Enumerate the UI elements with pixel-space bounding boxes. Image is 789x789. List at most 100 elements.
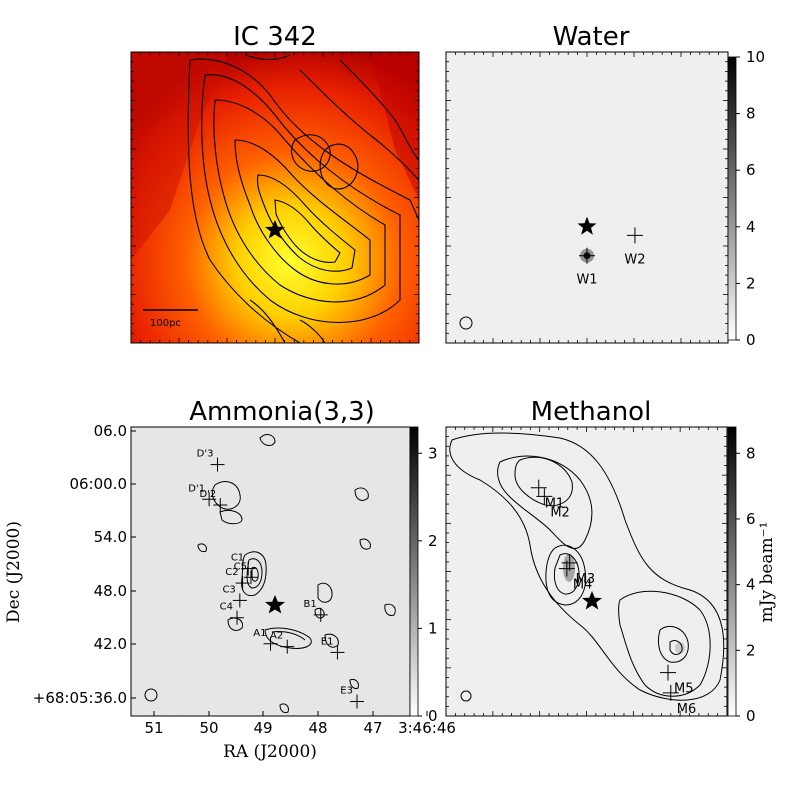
frame-ticks	[446, 427, 727, 716]
source-label: C3	[222, 584, 235, 595]
panel-title: Water	[553, 22, 630, 52]
x-ticks: 51 50 49 48 47 3:46:46	[144, 711, 456, 737]
ammonia-source-c4: C4	[220, 602, 245, 625]
source-label: C5	[234, 561, 247, 572]
scalebar-label: 100pc	[150, 318, 181, 329]
colorbar-tick-label: 4	[746, 576, 756, 594]
ammonia-source-a1: A1	[253, 628, 278, 651]
panel-title: Methanol	[531, 397, 652, 427]
water-source-w1: W1	[576, 247, 598, 288]
ammonia-source-c1: C1	[231, 553, 256, 576]
source-label: M1	[545, 497, 565, 512]
methanol-source-m4: M4	[558, 560, 593, 593]
x-tick-label: 49	[253, 719, 272, 737]
colorbar-label: mJy beam⁻¹	[757, 522, 777, 623]
star-marker	[582, 591, 602, 610]
y-tick-label: 06:00.0	[69, 475, 127, 493]
y-tick-label: +68:05:36.0	[33, 689, 127, 707]
source-label: W1	[576, 273, 597, 288]
source-label: C2	[225, 567, 238, 578]
ammonia-source-dp3: D'3	[197, 449, 225, 472]
water-sources: W1 W2	[576, 216, 646, 288]
ammonia-source-b1: B1	[303, 599, 328, 622]
ammonia-contours	[197, 434, 396, 714]
star-marker	[265, 220, 285, 239]
ammonia-source-c2: C2	[225, 567, 250, 591]
methanol-source-m6: M6	[662, 684, 697, 717]
x-tick-label: 48	[308, 719, 327, 737]
source-label: M4	[573, 578, 593, 593]
methanol-source-m5: M5	[659, 664, 694, 697]
y-tick-label: 42.0	[94, 635, 127, 653]
ammonia-source-dp2: D'2	[199, 489, 228, 513]
y-ticks: +68:05:36.0 42.0 48.0 54.0 06:00.0 06.0	[33, 422, 136, 707]
x-tick-label: 47	[363, 719, 382, 737]
source-label: D'2	[199, 489, 216, 500]
source-label: M2	[550, 505, 570, 520]
panel-ammonia: Ammonia(3,3)	[4, 397, 456, 762]
ic342-contours	[187, 54, 419, 343]
x-axis-label: RA (J2000)	[223, 742, 317, 762]
beam-ellipse	[144, 688, 158, 702]
x-tick-label: 51	[144, 719, 163, 737]
ammonia-source-e3: E3	[340, 686, 364, 709]
source-label: A1	[253, 628, 266, 639]
colorbar-tick-label: 6	[746, 161, 756, 179]
source-label: A2	[270, 631, 283, 642]
source-label: E3	[340, 686, 353, 697]
frame-ticks	[446, 52, 728, 343]
colorbar	[727, 56, 737, 341]
water-source-w2: W2	[624, 227, 646, 267]
ammonia-source-c5: C5	[234, 561, 258, 585]
frame-ticks	[131, 52, 419, 343]
colorbar	[727, 426, 737, 717]
colorbar-tick-label: 2	[746, 641, 756, 659]
colorbar-ticks: 0 2 4 6 8 10	[736, 48, 765, 349]
methanol-source-m2: M2	[536, 488, 570, 520]
source-label: W2	[624, 252, 645, 267]
panel-title: Ammonia(3,3)	[189, 397, 375, 427]
source-label: C4	[220, 602, 233, 613]
colorbar-tick-label: 4	[746, 218, 756, 236]
y-tick-label: 48.0	[94, 582, 127, 600]
source-label: B1	[303, 599, 316, 610]
ammonia-source-c3: C3	[222, 584, 247, 608]
x-tick-label: 3:46:46	[398, 719, 456, 737]
ammonia-source-dp1: D'1	[188, 483, 217, 507]
colorbar-tick-label: 10	[746, 48, 765, 66]
star-marker	[265, 595, 285, 614]
source-label: C1	[231, 553, 244, 564]
beam-ellipse	[459, 316, 473, 330]
source-label: M6	[677, 702, 697, 717]
colorbar-tick-label: 8	[746, 444, 756, 462]
colorbar-tick-label: 8	[746, 105, 756, 123]
panel-title: IC 342	[233, 22, 317, 52]
beam-ellipse	[460, 690, 472, 702]
ammonia-source-e1: E1	[321, 636, 345, 660]
panel-ic342: IC 342 100pc	[130, 22, 420, 344]
methanol-source-m1: M1	[530, 479, 565, 512]
x-tick-label: 50	[199, 719, 218, 737]
y-tick-label: 54.0	[94, 528, 127, 546]
source-label: D'3	[197, 449, 214, 460]
colorbar-tick-label: 0	[428, 707, 438, 725]
ammonia-source-a2: A2	[270, 631, 295, 654]
colorbar-ticks: 0 1 2 3	[418, 444, 438, 725]
source-label: M5	[674, 682, 694, 697]
panel-water: Water 0 2 4 6 8 10	[445, 22, 765, 349]
colorbar-tick-label: 0	[746, 331, 756, 349]
y-axis-label: Dec (J2000)	[4, 521, 24, 623]
colorbar-tick-label: 0	[746, 707, 756, 725]
colorbar-tick-label: 2	[428, 532, 438, 550]
colorbar-tick-label: 3	[428, 444, 438, 462]
colorbar-tick-label: 2	[746, 274, 756, 292]
colorbar	[409, 426, 419, 717]
source-label: M3	[576, 572, 596, 587]
source-label: E1	[321, 636, 334, 647]
ic342-image: 100pc	[131, 52, 419, 343]
source-label: D'1	[188, 483, 205, 494]
